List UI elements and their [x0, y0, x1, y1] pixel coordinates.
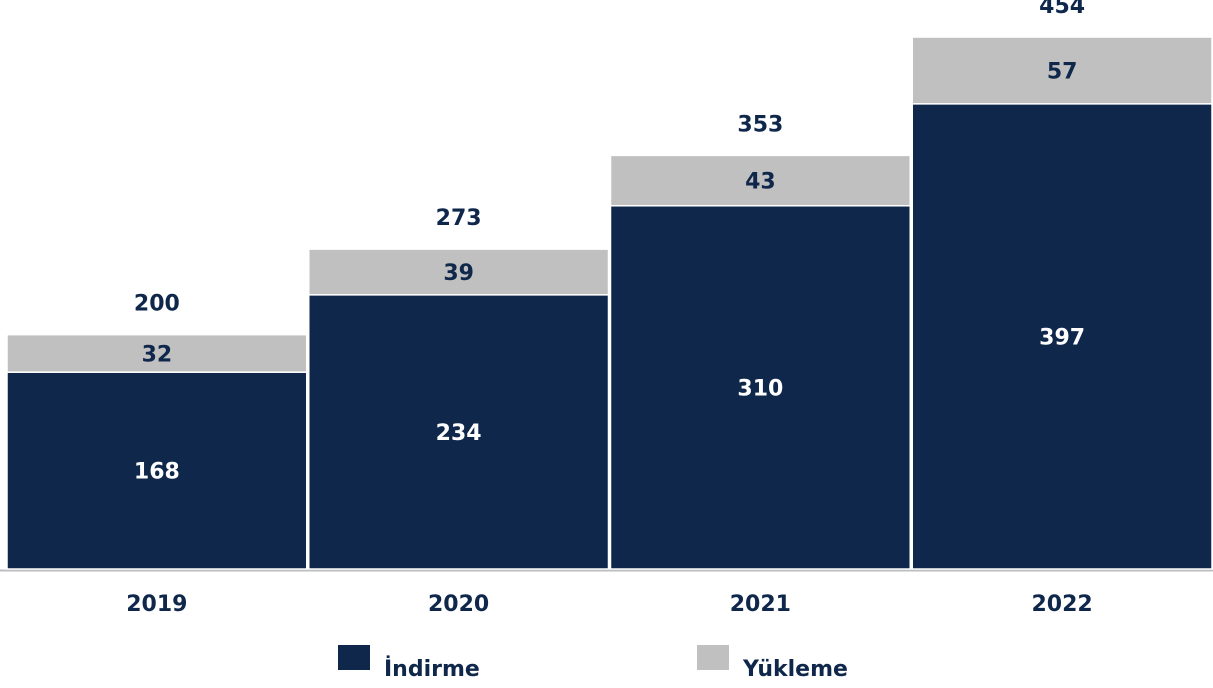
data-label: 397 [1039, 325, 1085, 350]
data-label: 234 [436, 421, 482, 446]
bar-segment [911, 103, 1213, 570]
bar-segment [6, 333, 308, 373]
legend-swatch [338, 645, 370, 670]
total-label: 273 [436, 206, 482, 231]
x-tick-label: 2021 [730, 592, 791, 617]
data-label: 168 [134, 460, 180, 485]
data-label: 39 [443, 261, 474, 286]
bar-segment [308, 294, 610, 570]
data-label: 57 [1047, 59, 1078, 84]
bar-segment [609, 154, 911, 207]
legend-label: Yükleme [742, 657, 848, 682]
x-tick-label: 2022 [1032, 592, 1093, 617]
bar-segment [911, 36, 1213, 105]
data-label: 43 [745, 170, 776, 195]
bar-segment [308, 248, 610, 296]
x-tick-label: 2020 [428, 592, 489, 617]
bar-segment [609, 205, 911, 570]
data-label: 310 [737, 376, 783, 401]
total-label: 353 [737, 112, 783, 137]
legend-swatch [697, 645, 729, 670]
bar-segment [6, 371, 308, 570]
x-tick-label: 2019 [126, 592, 187, 617]
legend-label: İndirme [384, 656, 480, 682]
data-label: 32 [142, 342, 173, 367]
total-label: 200 [134, 292, 180, 317]
total-label: 454 [1039, 0, 1085, 19]
